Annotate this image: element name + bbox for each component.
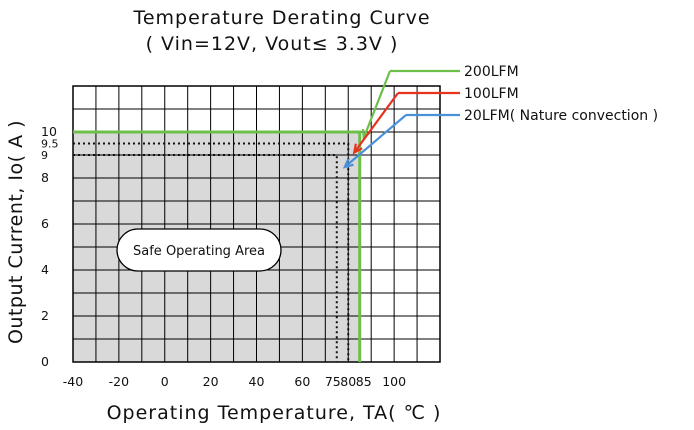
- chart-title: Temperature Derating Curve: [132, 7, 430, 29]
- x-tick-label: 75: [325, 374, 341, 389]
- plot-frame: [72, 85, 441, 363]
- y-tick-label: 10: [41, 124, 57, 139]
- y-tick-label: 8: [41, 170, 49, 185]
- legend-arrowhead-2: [342, 158, 354, 169]
- legend-label-2: 20LFM( Nature convection ): [464, 108, 658, 124]
- x-axis-label: Operating Temperature, TA( ℃ ): [107, 402, 442, 424]
- x-tick-label: 100: [382, 374, 406, 389]
- safe-area-text: Safe Operating Area: [133, 244, 265, 259]
- x-tick-label: 60: [294, 374, 310, 389]
- y-axis-label: Output Current, Io( A ): [5, 120, 27, 344]
- y-tick-label: 9: [41, 149, 48, 162]
- x-tick-label: -40: [63, 374, 83, 389]
- x-tick-labels: -40 -20 0 20 40 60 75 80 85 100: [63, 374, 406, 389]
- y-tick-labels: 0 2 4 6 8 99.510: [41, 124, 59, 369]
- legend-arrowhead-1: [352, 143, 363, 155]
- y-tick-label: 4: [41, 262, 49, 277]
- series-line-1: [73, 142, 350, 362]
- y-tick-label: 6: [41, 216, 49, 231]
- y-tick-label: 0: [41, 354, 49, 369]
- legend-pointer-1: [353, 92, 399, 154]
- x-tick-label: 85: [356, 374, 372, 389]
- safe-area-label: Safe Operating Area: [116, 228, 282, 272]
- series-line-0: [73, 130, 362, 362]
- legend: 200LFM 100LFM 20LFM( Nature convection ): [342, 64, 658, 169]
- series-layer: [73, 130, 362, 362]
- y-tick-label: 9.5: [41, 138, 59, 151]
- x-tick-label: -20: [109, 374, 129, 389]
- legend-label-1: 100LFM: [464, 86, 519, 102]
- legend-pointer-2: [344, 114, 407, 168]
- safe-area-pill: [116, 228, 282, 272]
- chart-subtitle: ( Vin=12V, Vout≤ 3.3V ): [146, 33, 399, 55]
- x-tick-label: 0: [161, 374, 169, 389]
- legend-label-0: 200LFM: [464, 64, 519, 80]
- legend-pointer-0: [362, 70, 392, 139]
- x-tick-label: 20: [203, 374, 219, 389]
- y-tick-label: 2: [41, 308, 49, 323]
- x-tick-label: 40: [249, 374, 265, 389]
- series-line-2: [73, 154, 338, 362]
- x-tick-label: 80: [340, 374, 356, 389]
